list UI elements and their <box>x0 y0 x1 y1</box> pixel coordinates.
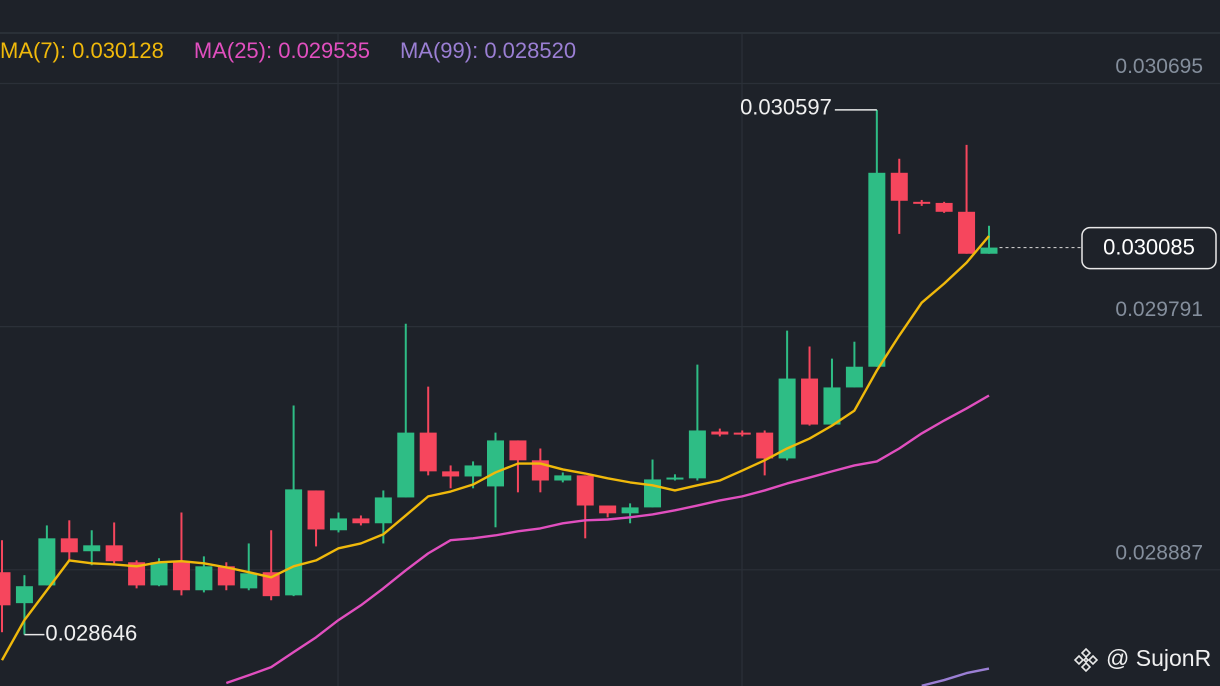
candle-body <box>935 202 953 212</box>
candle-body <box>666 477 684 480</box>
candle-body <box>217 566 235 586</box>
watermark: @ SujonR <box>1106 645 1211 671</box>
ma-line <box>0 235 990 661</box>
candle-body <box>60 538 78 553</box>
candle-body <box>890 172 908 201</box>
y-tick-label: 0.030695 <box>1115 55 1203 78</box>
candle-body <box>913 201 931 204</box>
candle-body <box>509 440 527 461</box>
candle-body <box>845 366 863 388</box>
candle-body <box>374 497 392 524</box>
candle-body <box>240 573 258 589</box>
candle-body <box>150 562 168 586</box>
candle-body <box>172 562 190 591</box>
candle-body <box>352 518 370 524</box>
candle-body <box>195 566 213 591</box>
last-price-box <box>1081 226 1217 270</box>
candle-body <box>307 490 325 530</box>
candle-body <box>688 430 706 479</box>
candle-body <box>105 545 123 562</box>
candle-body <box>329 518 347 531</box>
candle-body <box>868 172 886 367</box>
candle-body <box>801 378 819 425</box>
candle-body <box>733 432 751 435</box>
candle-body <box>980 247 998 254</box>
y-tick-label: 0.028887 <box>1115 541 1203 564</box>
candle-body <box>83 545 101 552</box>
candle-body <box>128 562 146 586</box>
low-label: 0.028646 <box>45 620 137 645</box>
candle-body <box>397 432 415 498</box>
candle-body <box>38 538 56 586</box>
candle-body <box>621 507 639 514</box>
candle-body <box>711 431 729 435</box>
watermark-icon <box>1073 647 1099 673</box>
last-price-label: 0.030085 <box>1103 234 1195 259</box>
candle-body <box>756 432 774 459</box>
overlay: MA(7): 0.030128 MA(25): 0.029535 MA(99): 0… <box>0 38 1217 645</box>
candle-body <box>262 572 280 597</box>
plot-area <box>0 109 998 686</box>
candle-body <box>487 440 504 487</box>
legend-entry: MA(25): 0.029535 <box>194 38 370 63</box>
candle-body <box>823 387 841 425</box>
candle-body <box>285 489 303 596</box>
grid: 0.030695 0.029791 0.028887 <box>0 55 1220 571</box>
legend-entry: MA(99): 0.028520 <box>400 38 576 63</box>
y-tick-label: 0.029791 <box>1115 298 1203 321</box>
ma-line <box>225 394 990 685</box>
candle-body <box>419 432 437 472</box>
legend-entry: MA(7): 0.030128 <box>0 38 164 63</box>
ma-line <box>921 667 990 686</box>
candle-body <box>958 211 976 254</box>
candle-body <box>778 378 796 459</box>
high-label: 0.030597 <box>740 95 832 120</box>
candle-body <box>554 475 572 481</box>
candle-body <box>464 465 482 477</box>
candle-body <box>576 475 594 506</box>
candle-body <box>0 572 11 606</box>
candle-body <box>599 505 617 514</box>
candle-body <box>442 471 460 477</box>
candle-body <box>15 586 33 604</box>
